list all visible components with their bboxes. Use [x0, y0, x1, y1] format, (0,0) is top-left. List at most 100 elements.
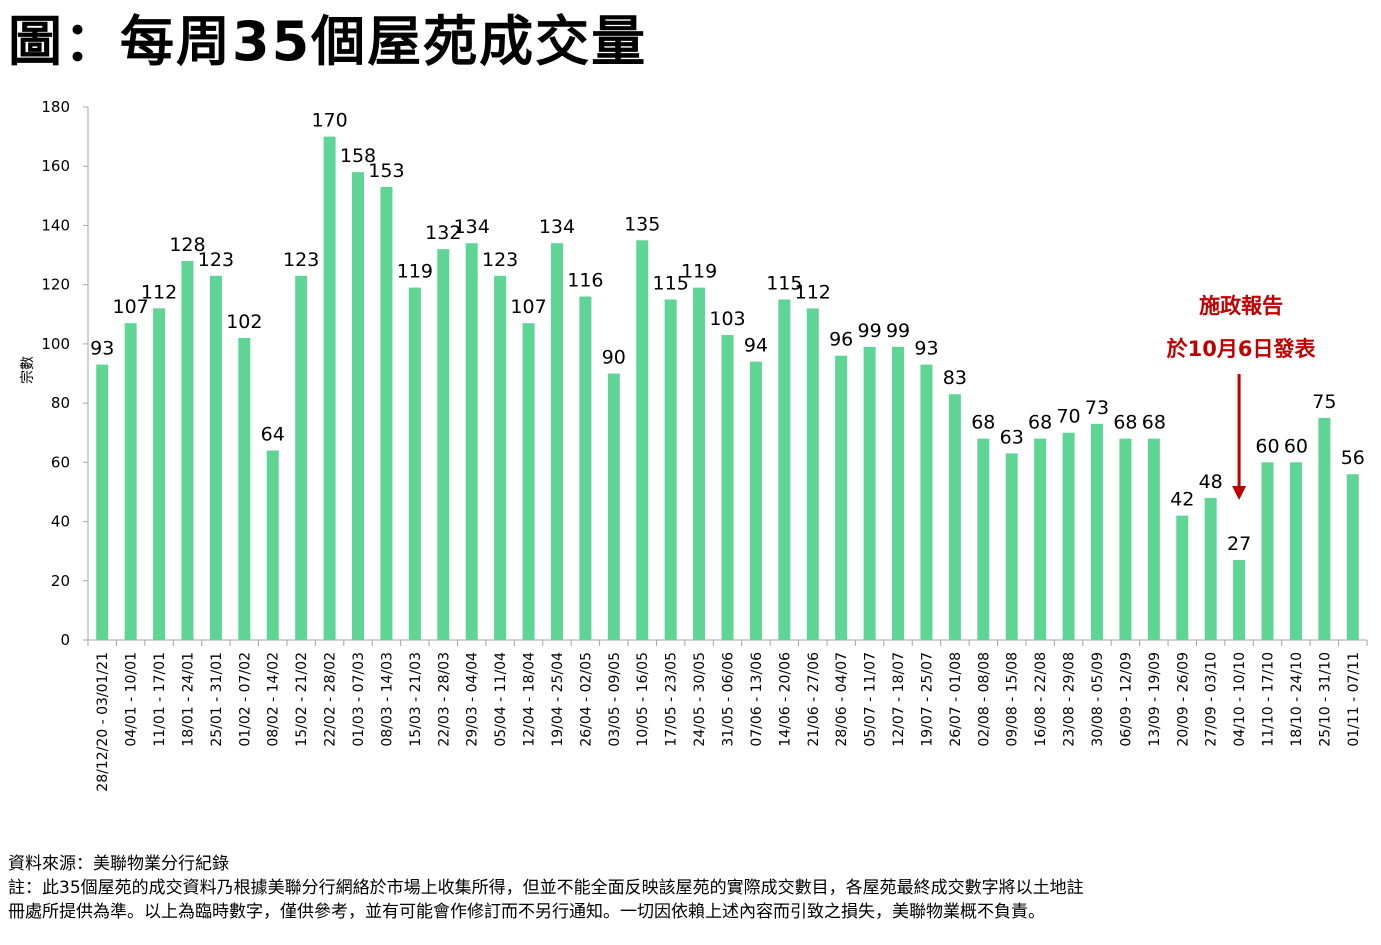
bar	[579, 296, 592, 640]
x-tick-label: 23/08 - 29/08	[1062, 652, 1078, 747]
bar	[1062, 432, 1075, 640]
x-tick-label: 10/05 - 16/05	[635, 652, 651, 747]
y-tick-label: 80	[51, 394, 70, 412]
data-label: 68	[971, 412, 995, 434]
data-label: 42	[1170, 489, 1194, 511]
x-tick-label: 01/11 - 07/11	[1346, 652, 1362, 747]
y-tick-label: 40	[51, 513, 70, 531]
x-tick-label: 09/08 - 15/08	[1005, 652, 1021, 747]
bar	[607, 373, 620, 640]
bar	[1005, 453, 1018, 640]
data-label: 158	[340, 145, 376, 167]
bar	[948, 394, 961, 640]
data-label: 48	[1199, 471, 1223, 493]
y-tick-label: 180	[41, 98, 70, 116]
data-label: 134	[454, 216, 490, 238]
x-tick-label: 21/06 - 27/06	[806, 652, 822, 747]
x-tick-label: 12/07 - 18/07	[891, 652, 907, 747]
bar	[892, 346, 905, 640]
y-tick-label: 60	[51, 453, 70, 471]
bar	[664, 299, 677, 640]
bar	[693, 287, 706, 640]
data-label: 170	[311, 110, 347, 132]
x-tick-label: 17/05 - 23/05	[664, 652, 680, 747]
footnotes: 資料來源：美聯物業分行紀錄 註：此35個屋苑的成交資料乃根據美聯分行網絡於市場上…	[8, 852, 1084, 924]
bar	[352, 172, 365, 640]
data-label: 123	[283, 249, 319, 271]
x-tick-label: 22/02 - 28/02	[323, 652, 339, 747]
bar	[295, 275, 308, 640]
y-tick-label: 120	[41, 276, 70, 294]
data-label: 70	[1056, 406, 1080, 428]
bar	[977, 438, 990, 640]
bar	[124, 323, 137, 640]
bar	[1318, 417, 1331, 640]
x-tick-label: 13/09 - 19/09	[1147, 652, 1163, 747]
data-label: 68	[1142, 412, 1166, 434]
x-tick-label: 03/05 - 09/05	[607, 652, 623, 747]
bar	[1261, 462, 1274, 640]
data-label: 27	[1227, 533, 1251, 555]
bar	[181, 260, 194, 640]
x-tick-label: 02/08 - 08/08	[976, 652, 992, 747]
bar	[153, 308, 166, 640]
data-label: 93	[914, 338, 938, 360]
data-label: 103	[709, 308, 745, 330]
x-tick-label: 04/10 - 10/10	[1232, 652, 1248, 747]
data-label: 116	[567, 270, 603, 292]
bar	[721, 335, 734, 640]
data-label: 123	[482, 249, 518, 271]
bar	[778, 299, 791, 640]
x-tick-label: 26/07 - 01/08	[948, 652, 964, 747]
x-tick-label: 06/09 - 12/09	[1118, 652, 1134, 747]
data-label: 64	[261, 423, 285, 445]
y-axis-title: 宗數	[20, 356, 36, 384]
data-label: 107	[510, 296, 546, 318]
data-label: 119	[681, 261, 717, 283]
x-tick-label: 15/03 - 21/03	[408, 652, 424, 747]
data-label: 90	[602, 347, 626, 369]
bar	[1289, 462, 1302, 640]
x-tick-label: 29/03 - 04/04	[465, 652, 481, 747]
data-label: 135	[624, 213, 660, 235]
data-label: 115	[653, 272, 689, 294]
x-tick-label: 11/01 - 17/01	[152, 652, 168, 747]
bar	[380, 186, 393, 640]
data-label: 123	[198, 249, 234, 271]
x-tick-label: 28/12/20 - 03/01/21	[95, 652, 111, 792]
y-tick-label: 140	[41, 216, 70, 234]
bar	[1233, 560, 1246, 640]
annotation-line-2: 於10月6日發表	[1167, 337, 1317, 361]
x-tick-label: 28/06 - 04/07	[834, 652, 850, 747]
data-label: 75	[1312, 391, 1336, 413]
bar	[1147, 438, 1160, 640]
x-tick-label: 14/06 - 20/06	[777, 652, 793, 747]
bar	[238, 337, 251, 640]
annotation-arrow-head	[1232, 486, 1247, 500]
data-label: 102	[226, 311, 262, 333]
x-tick-label: 19/04 - 25/04	[550, 652, 566, 747]
data-label: 132	[425, 222, 461, 244]
data-label: 60	[1284, 435, 1308, 457]
x-tick-label: 25/10 - 31/10	[1317, 652, 1333, 747]
x-tick-label: 07/06 - 13/06	[749, 652, 765, 747]
x-tick-label: 25/01 - 31/01	[209, 652, 225, 747]
bar	[1346, 474, 1359, 640]
disclaimer-line-1: 註：此35個屋苑的成交資料乃根據美聯分行網絡於市場上收集所得，但並不能全面反映該…	[8, 878, 1084, 898]
data-label: 107	[113, 296, 149, 318]
x-tick-label: 24/05 - 30/05	[692, 652, 708, 747]
bar	[806, 308, 819, 640]
x-tick-label: 08/03 - 14/03	[379, 652, 395, 747]
x-tick-label: 31/05 - 06/06	[721, 652, 737, 747]
data-label: 94	[744, 335, 768, 357]
data-label: 99	[858, 320, 882, 342]
bar	[749, 361, 762, 640]
bar	[465, 243, 478, 640]
x-tick-label: 26/04 - 02/05	[578, 652, 594, 747]
bar-chart: 0 20 40 60 80 100 120 140 160 180 宗數 93 28/12/20 - 0…	[20, 98, 1368, 792]
data-label: 96	[829, 329, 853, 351]
y-tick-label: 100	[41, 335, 70, 353]
y-tick-label: 0	[60, 631, 70, 649]
bar	[96, 364, 109, 640]
x-tick-label: 04/01 - 10/01	[124, 652, 140, 747]
